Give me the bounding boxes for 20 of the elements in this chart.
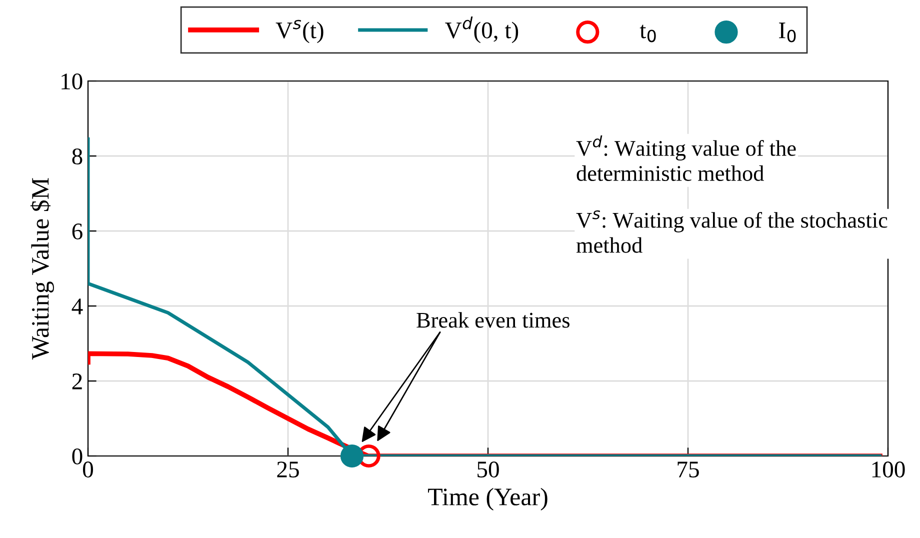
- legend-label: V$^{s}$(t): [276, 20, 324, 44]
- y-tick-label: 2: [72, 374, 82, 390]
- y-tick-label: 10: [62, 73, 82, 90]
- x-tick-label: 50: [478, 462, 499, 478]
- y-tick-label: 4: [72, 298, 83, 314]
- x-tick-label: 100: [872, 462, 905, 478]
- x-tick-label: 75: [678, 462, 699, 478]
- y-tick-label: 8: [72, 148, 82, 164]
- x-axis-title: Time (Year): [428, 488, 548, 510]
- annotation: Break even times: [416, 312, 570, 328]
- x-tick-label: 25: [277, 462, 299, 478]
- x-tick-label: 0: [82, 462, 94, 478]
- annotation: V$^{s}$: Waiting value of the stochastic method: [576, 210, 888, 253]
- y-tick-label: 0: [72, 448, 82, 464]
- annotation: V$^{d}$: Waiting value of the deterministic method: [576, 135, 796, 181]
- y-tick-label: 6: [72, 224, 82, 240]
- y-axis-title: Waiting Value $M: [30, 178, 54, 360]
- legend-label: V$^{d}$(0, t): [445, 16, 518, 44]
- legend-label: I$_{0}$: [779, 22, 796, 42]
- legend-label: t$_{0}$: [640, 24, 656, 42]
